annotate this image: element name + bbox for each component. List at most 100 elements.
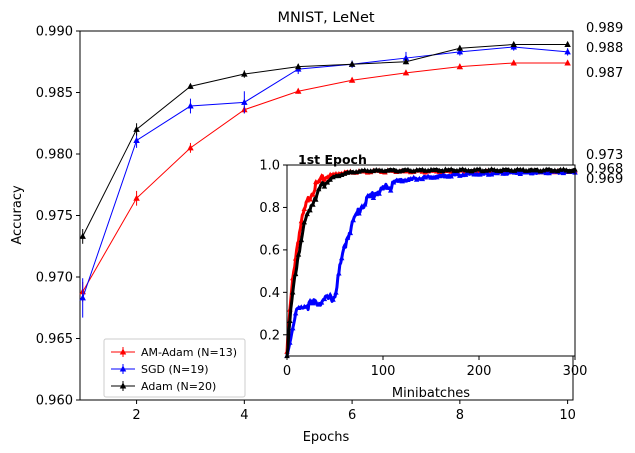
inset-marker — [315, 178, 322, 184]
inset-marker — [560, 170, 567, 176]
inset-y-tick-label: 1.0 — [259, 159, 280, 174]
main-x-tick-label: 6 — [348, 408, 356, 423]
inset-marker — [390, 167, 397, 173]
main-axis-ticks: 2 4 6 8 10 0.960 0.965 0.970 0.975 0.980 0.985 0.99… — [36, 25, 576, 424]
legend-entries: AM-Adam (N=13) SGD (N=19) Adam (N=20) — [111, 346, 237, 393]
main-chart: 2 4 6 8 10 0.960 0.965 0.970 0.975 0.980 0.985 0.99… — [10, 10, 623, 445]
inset-marker — [477, 166, 483, 172]
inset-marker — [321, 183, 328, 189]
legend-marker — [119, 348, 127, 355]
inset-marker — [315, 186, 322, 192]
inset-marker — [324, 293, 331, 299]
data-point — [510, 59, 517, 66]
legend-marker — [119, 365, 127, 372]
data-point — [348, 76, 356, 83]
inset-marker — [298, 218, 305, 224]
data-point — [294, 87, 302, 94]
legend-marker — [119, 382, 127, 389]
inset-marker — [290, 325, 296, 331]
inset-marker — [318, 173, 325, 179]
data-point — [402, 54, 410, 61]
main-right-labels: 0.989 0.988 0.987 — [586, 21, 623, 81]
inset-marker — [555, 168, 561, 174]
inset-marker — [310, 201, 316, 207]
inset-series-adam — [284, 166, 578, 359]
inset-marker — [315, 301, 322, 307]
inset-marker — [324, 174, 331, 180]
data-point — [564, 48, 571, 55]
data-point — [348, 60, 356, 67]
inset-marker — [439, 167, 446, 174]
inset-right-label: 0.969 — [586, 172, 623, 187]
main-right-label: 0.988 — [586, 41, 623, 56]
inset-marker — [387, 187, 394, 193]
legend-entry: AM-Adam (N=13) — [111, 346, 237, 359]
inset-marker — [511, 167, 518, 173]
inset-marker — [425, 173, 431, 179]
inset-marker — [321, 295, 328, 302]
inset-marker — [350, 217, 356, 223]
data-point — [456, 63, 464, 70]
legend-label: Adam (N=20) — [141, 380, 216, 393]
legend-frame — [103, 338, 246, 398]
inset-series-sgd — [284, 167, 578, 358]
data-point — [402, 69, 410, 76]
inset-marker — [546, 170, 552, 176]
inset-marker — [419, 166, 426, 172]
inset-marker — [292, 310, 299, 316]
inset-marker — [304, 303, 310, 309]
inset-chart: 0 100 200 300 0.2 0.4 0.6 0.8 1.0 1st Epoch Mini… — [259, 148, 623, 401]
inset-marker — [318, 181, 325, 187]
data-point — [79, 294, 86, 301]
inset-series-group — [284, 166, 578, 359]
series-line — [82, 44, 568, 237]
inset-marker — [405, 166, 411, 172]
inset-marker — [339, 255, 345, 261]
data-point — [564, 59, 571, 66]
inset-marker — [307, 196, 313, 202]
inset-marker — [419, 175, 426, 182]
main-x-tick-label: 4 — [240, 408, 248, 423]
inset-marker — [336, 270, 342, 276]
inset-marker — [290, 289, 296, 295]
inset-background — [287, 165, 575, 356]
inset-marker — [488, 171, 495, 177]
inset-marker — [301, 205, 307, 211]
main-x-tick-label: 2 — [132, 408, 140, 423]
inset-x-tick-label: 200 — [467, 364, 492, 379]
main-y-tick-label: 0.975 — [36, 209, 73, 224]
inset-marker — [313, 298, 319, 304]
series-line — [82, 46, 568, 299]
inset-x-tick-label: 0 — [283, 364, 291, 379]
inset-marker — [292, 271, 299, 277]
inset-marker — [448, 173, 454, 179]
inset-marker — [534, 167, 541, 173]
main-y-axis-label: Accuracy — [10, 185, 25, 245]
inset-marker — [367, 193, 374, 199]
inset-marker — [318, 299, 325, 305]
inset-marker — [503, 170, 509, 176]
legend-label: AM-Adam (N=13) — [141, 346, 237, 359]
inset-marker — [304, 210, 310, 217]
main-y-tick-label: 0.985 — [36, 86, 73, 101]
data-point — [133, 136, 140, 143]
inset-marker — [295, 251, 302, 257]
inset-y-tick-label: 0.2 — [259, 328, 280, 343]
main-right-label: 0.987 — [586, 66, 623, 81]
legend-entry: Adam (N=20) — [111, 380, 216, 393]
main-y-tick-label: 0.960 — [36, 394, 73, 409]
data-point — [294, 63, 302, 70]
inset-marker — [376, 190, 382, 196]
data-point — [456, 48, 464, 55]
inset-marker — [411, 174, 417, 180]
inset-marker — [333, 289, 339, 295]
inset-marker — [514, 169, 521, 175]
main-right-label: 0.989 — [586, 21, 623, 36]
inset-marker — [307, 297, 313, 303]
inset-marker — [370, 194, 377, 201]
main-chart-title: MNIST, LeNet — [277, 10, 374, 26]
inset-right-label: 0.968 — [586, 162, 623, 177]
data-point — [241, 70, 248, 77]
